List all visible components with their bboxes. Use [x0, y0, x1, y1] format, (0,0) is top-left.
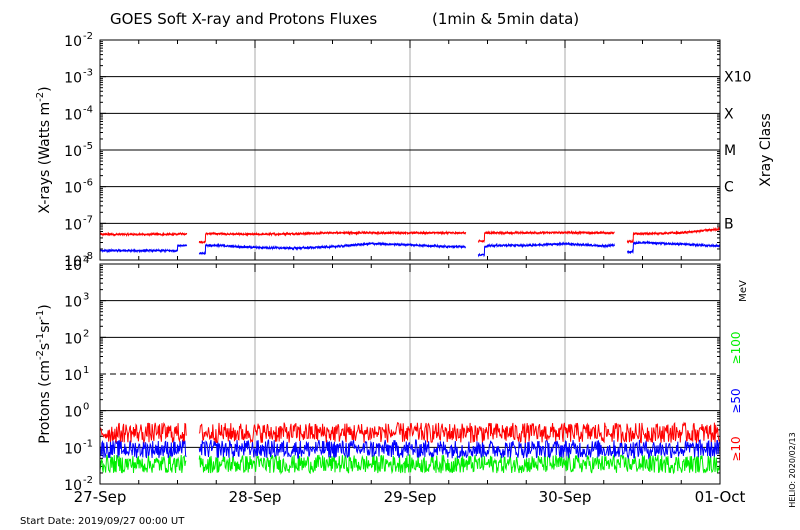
class-label: X10	[724, 70, 751, 86]
xray-y-axis-label: X-rays (Watts m-2)	[35, 86, 53, 213]
class-label: C	[724, 180, 734, 196]
y-tick-label: 103	[64, 292, 89, 311]
xray-class-axis-title: Xray Class	[758, 113, 774, 187]
proton-unit-label: MeV	[738, 280, 749, 302]
proton-y-axis-label: Protons (cm-2s-1sr-1)	[35, 304, 53, 443]
class-label: X	[724, 106, 734, 122]
y-tick-label: 10-7	[64, 214, 93, 233]
x-tick-label: 01-Oct	[695, 488, 746, 506]
proton-energy-labels: ≥100 ≥50 ≥10	[729, 332, 743, 462]
y-tick-label: 10-5	[64, 141, 93, 160]
y-tick-label: 10-3	[64, 68, 93, 87]
credit-label: HELIO: 2020/02/13	[788, 432, 797, 507]
x-tick-label: 27-Sep	[74, 488, 127, 506]
proton-y-tick-labels: 104 103 102 101 100 10-1 10-2	[64, 255, 93, 494]
proton-panel-frame	[99, 263, 721, 485]
y-tick-label: 10-1	[64, 438, 93, 457]
energy-label: ≥10	[729, 436, 743, 461]
x-tick-label: 29-Sep	[384, 488, 437, 506]
energy-label: ≥50	[729, 388, 743, 413]
proton-series-line	[99, 438, 720, 460]
xray-series	[99, 226, 721, 258]
start-date-label: Start Date: 2019/09/27 00:00 UT	[20, 516, 185, 527]
xray-grid	[99, 39, 721, 261]
energy-label: ≥100	[729, 332, 743, 365]
y-tick-label: 10-6	[64, 178, 93, 197]
y-tick-label: 10-2	[64, 31, 93, 50]
x-tick-label: 28-Sep	[229, 488, 282, 506]
xray-class-labels: X10 X M C B	[724, 70, 751, 233]
y-tick-label: 102	[64, 328, 89, 347]
y-tick-label: 100	[64, 402, 89, 421]
y-tick-label: 10-8	[64, 251, 93, 270]
xray-series-line	[99, 240, 721, 258]
proton-series-line	[99, 421, 720, 444]
y-tick-label: 101	[64, 365, 89, 384]
y-tick-label: 10-4	[64, 104, 93, 123]
xray-panel-frame	[99, 39, 721, 261]
x-tick-label: 30-Sep	[539, 488, 592, 506]
class-label: M	[724, 143, 736, 159]
class-label: B	[724, 216, 734, 232]
chart-subtitle: (1min & 5min data)	[432, 10, 579, 28]
x-tick-labels: 27-Sep 28-Sep 29-Sep 30-Sep 01-Oct	[74, 488, 746, 506]
proton-series-line	[99, 453, 720, 475]
y-tick-label: 10-2	[64, 475, 93, 494]
xray-y-tick-labels: 10-2 10-3 10-4 10-5 10-6 10-7 10-8	[64, 31, 93, 270]
proton-series	[99, 421, 720, 475]
chart-title: GOES Soft X-ray and Protons Fluxes	[110, 10, 377, 28]
y-tick-label: 104	[64, 255, 89, 274]
xray-series-line	[99, 226, 721, 245]
